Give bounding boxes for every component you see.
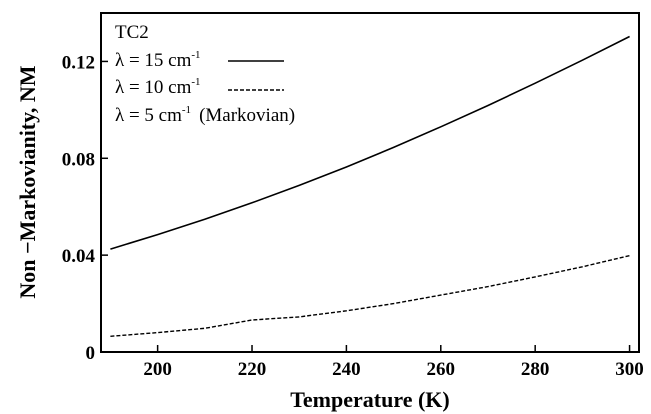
series-line-2: [110, 254, 630, 337]
x-tick-label-260: 260: [427, 359, 456, 380]
plot-frame: [100, 12, 640, 353]
x-tick-label-200: 200: [143, 359, 172, 380]
x-tick-label-240: 240: [332, 359, 361, 380]
x-tick-label-220: 220: [238, 359, 267, 380]
legend-entry-2-label: λ = 10 cm-1: [115, 76, 201, 98]
y-tick-label-0: 0: [86, 343, 96, 364]
legend-entry-1-label: λ = 15 cm-1: [115, 49, 201, 71]
ticks-layer: 200 220 240 260 280 300 0 0.04 0.08 0.12: [62, 52, 644, 380]
legend-title: TC2: [115, 22, 149, 43]
y-axis-title: Non −Markovianity, NM: [15, 65, 40, 298]
legend-entry-3-label: λ = 5 cm-1 (Markovian): [115, 104, 295, 126]
x-tick-label-280: 280: [521, 359, 550, 380]
series-line-1: [110, 35, 630, 250]
y-tick-label-2: 0.08: [62, 149, 95, 170]
y-tick-label-1: 0.04: [62, 246, 96, 267]
x-axis-title: Temperature (K): [290, 387, 449, 412]
x-tick-label-300: 300: [615, 359, 644, 380]
y-tick-label-3: 0.12: [62, 52, 95, 73]
legend: TC2 λ = 15 cm-1 λ = 10 cm-1 λ = 5 cm-1 (M…: [115, 22, 295, 126]
